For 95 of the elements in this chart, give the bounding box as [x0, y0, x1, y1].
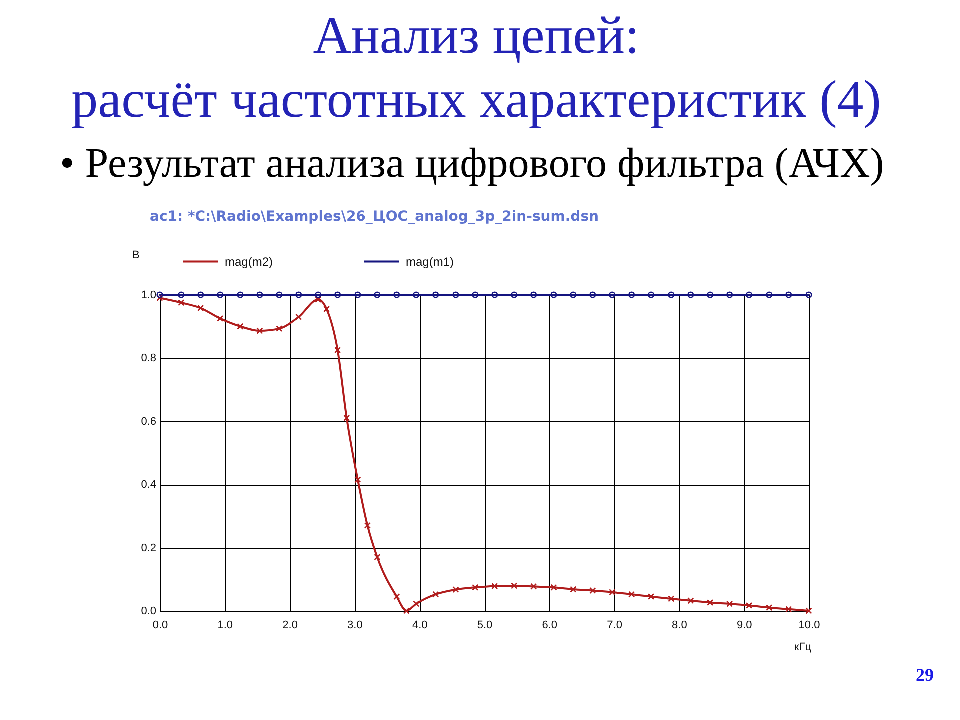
point — [766, 604, 773, 612]
point — [374, 554, 381, 561]
text: ac1: *C:\Radio\Examples\26_ЦОС_analog_3p_2in-sum.dsn — [150, 209, 599, 225]
point — [590, 587, 596, 594]
point — [766, 292, 773, 298]
point — [323, 306, 330, 313]
point — [746, 602, 753, 609]
chart-title: Анализ цепей: расчёт частотных характеристик (4) — [72, 7, 882, 129]
point — [707, 292, 714, 298]
point — [237, 323, 244, 330]
y-tick-label: 0.4 — [141, 479, 156, 492]
point — [276, 292, 283, 298]
text: 29 — [916, 665, 934, 685]
point — [217, 315, 224, 322]
y-tick-label: 0.0 — [141, 606, 156, 618]
point — [550, 584, 558, 591]
x-tick-label: 5.0 — [477, 620, 493, 632]
point — [726, 292, 734, 298]
point — [432, 591, 440, 598]
x-tick-label: 10.0 — [798, 620, 820, 632]
point — [256, 328, 264, 334]
chart-subtitle: • Результат анализа цифрового фильтра (АЧХ) — [60, 141, 884, 187]
point — [413, 600, 420, 608]
point — [609, 292, 616, 298]
point — [492, 583, 498, 590]
point — [315, 296, 322, 304]
point — [394, 593, 400, 600]
point — [334, 347, 342, 354]
point — [668, 596, 675, 602]
y-tick-label: 0.6 — [141, 416, 156, 428]
point — [276, 326, 283, 332]
y-tick-label: 0.2 — [141, 542, 156, 554]
x-tick-label: 2.0 — [282, 620, 298, 632]
point — [354, 476, 362, 484]
point — [688, 292, 694, 298]
point — [472, 584, 479, 591]
point — [668, 292, 675, 298]
x-tick-label: 8.0 — [672, 620, 688, 632]
point — [256, 292, 264, 298]
x-tick-label: 7.0 — [607, 620, 622, 632]
point — [530, 292, 538, 298]
point — [364, 522, 371, 529]
point — [570, 586, 577, 593]
point — [530, 583, 538, 590]
point — [806, 608, 812, 614]
point — [403, 608, 410, 614]
point — [628, 292, 636, 298]
x-tick-label: 6.0 — [542, 620, 558, 632]
point — [786, 292, 792, 298]
point — [628, 591, 636, 598]
y-axis-title: В — [132, 250, 140, 262]
point — [786, 606, 792, 613]
x-axis-title: кГц — [794, 642, 812, 654]
point — [394, 292, 400, 298]
legend-label: mag(m2) — [225, 254, 274, 269]
point — [746, 292, 753, 298]
point — [726, 600, 734, 608]
point — [688, 598, 694, 604]
point — [334, 292, 342, 298]
point — [198, 292, 204, 298]
point — [472, 292, 479, 298]
x-tick-label: 9.0 — [736, 620, 752, 632]
y-tick-label: 0.8 — [141, 352, 156, 365]
point — [550, 292, 558, 298]
point — [315, 292, 322, 298]
point — [432, 292, 440, 298]
point — [590, 292, 596, 298]
point — [198, 304, 204, 312]
point — [492, 292, 498, 298]
point — [511, 582, 518, 590]
point — [609, 589, 616, 596]
point — [237, 292, 244, 298]
point — [354, 292, 362, 298]
point — [648, 593, 655, 600]
point — [707, 599, 714, 606]
point — [452, 586, 460, 594]
point — [296, 292, 302, 298]
x-tick-label: 3.0 — [348, 620, 363, 632]
point — [178, 292, 185, 298]
point — [452, 292, 460, 298]
point — [344, 414, 350, 422]
y-tick-label: 1.0 — [141, 290, 156, 302]
point — [374, 292, 381, 298]
point — [217, 292, 224, 298]
legend-label: mag(m1) — [406, 254, 454, 269]
x-tick-label: 0.0 — [152, 620, 168, 632]
point — [156, 294, 164, 302]
point — [511, 292, 518, 298]
point — [570, 292, 577, 298]
x-tick-label: 4.0 — [412, 620, 428, 632]
x-tick-label: 1.0 — [218, 620, 234, 632]
point — [296, 314, 302, 320]
point — [413, 292, 420, 298]
point — [648, 292, 655, 298]
point — [178, 300, 185, 306]
